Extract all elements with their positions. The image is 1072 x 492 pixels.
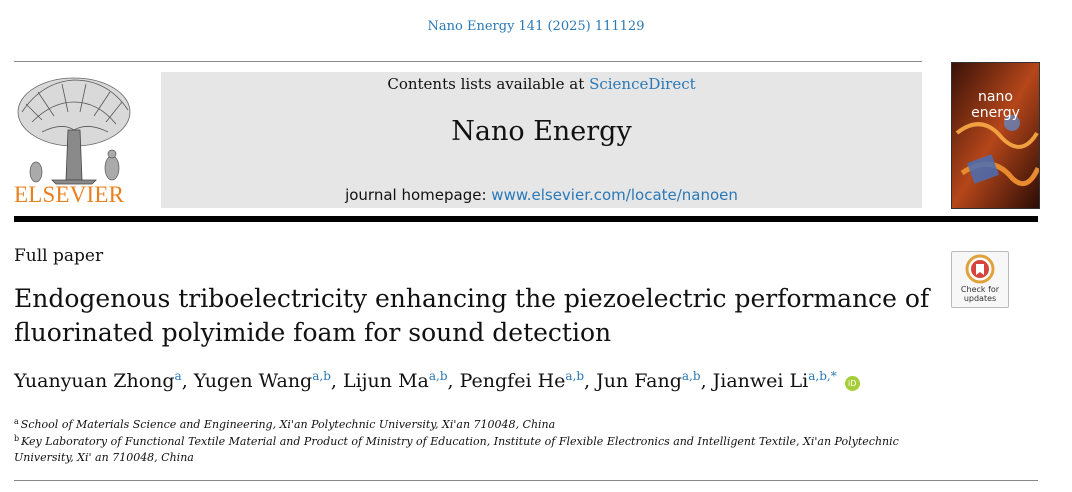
header-divider (14, 61, 922, 62)
author-affiliation-mark[interactable]: a (174, 369, 182, 383)
homepage-prefix: journal homepage: (345, 186, 487, 204)
journal-citation-link[interactable]: Nano Energy 141 (2025) 111129 (427, 19, 645, 34)
author-affiliation-mark[interactable]: a,b,* (808, 369, 837, 383)
section-divider (14, 480, 1038, 481)
author-name[interactable]: Pengfei He (459, 370, 566, 392)
figures (29, 149, 120, 183)
orcid-icon[interactable]: iD (844, 376, 860, 391)
author-affiliation-mark[interactable]: a,b (312, 369, 331, 383)
journal-name[interactable]: Nano Energy (451, 116, 632, 147)
author-name[interactable]: Jianwei Li (712, 370, 809, 392)
sciencedirect-link[interactable]: ScienceDirect (589, 75, 696, 93)
tree-canopy (17, 77, 131, 147)
affiliation-text: School of Materials Science and Engineer… (20, 418, 556, 431)
elsevier-wordmark: ELSEVIER (14, 182, 125, 207)
affiliation-mark: b (14, 434, 20, 443)
article-type: Full paper (14, 246, 104, 266)
tree-trunk (51, 129, 97, 185)
affiliation-text: Key Laboratory of Functional Textile Mat… (14, 435, 899, 464)
check-updates-icon (965, 254, 995, 284)
affiliation-a: a School of Materials Science and Enginee… (14, 414, 934, 433)
affiliation-mark: a (14, 417, 19, 426)
homepage-line: journal homepage: www.elsevier.com/locat… (161, 186, 922, 204)
cover-art (952, 63, 1039, 208)
contents-prefix: Contents lists available at (387, 75, 585, 93)
author-affiliation-mark[interactable]: a,b (565, 369, 585, 383)
article-title: Endogenous triboelectricity enhancing th… (14, 284, 930, 347)
affiliation-b: b Key Laboratory of Functional Textile Ma… (14, 431, 934, 466)
check-for-updates-button[interactable]: Check for updates (951, 251, 1009, 308)
elsevier-tree-logo[interactable] (12, 72, 136, 208)
author-affiliation-mark[interactable]: a,b (428, 369, 448, 383)
homepage-link[interactable]: www.elsevier.com/locate/nanoen (491, 186, 738, 204)
journal-cover-image[interactable]: nano energy (951, 62, 1040, 209)
check-for-updates-label: Check for updates (960, 285, 1000, 303)
journal-header-box: Contents lists available at ScienceDirec… (161, 72, 922, 208)
author-name[interactable]: Jun Fang (596, 370, 682, 392)
cover-title: nano energy (971, 89, 1020, 121)
header-thick-rule (14, 216, 1038, 222)
author-affiliation-mark[interactable]: a,b (681, 369, 701, 383)
author-name[interactable]: Yuanyuan Zhong (14, 370, 175, 392)
contents-line: Contents lists available at ScienceDirec… (161, 75, 922, 93)
author-list: Yuanyuan Zhonga, Yugen Wanga,b, Lijun Ma… (14, 369, 860, 392)
author-name[interactable]: Yugen Wang (193, 370, 313, 392)
author-name[interactable]: Lijun Ma (342, 370, 429, 392)
